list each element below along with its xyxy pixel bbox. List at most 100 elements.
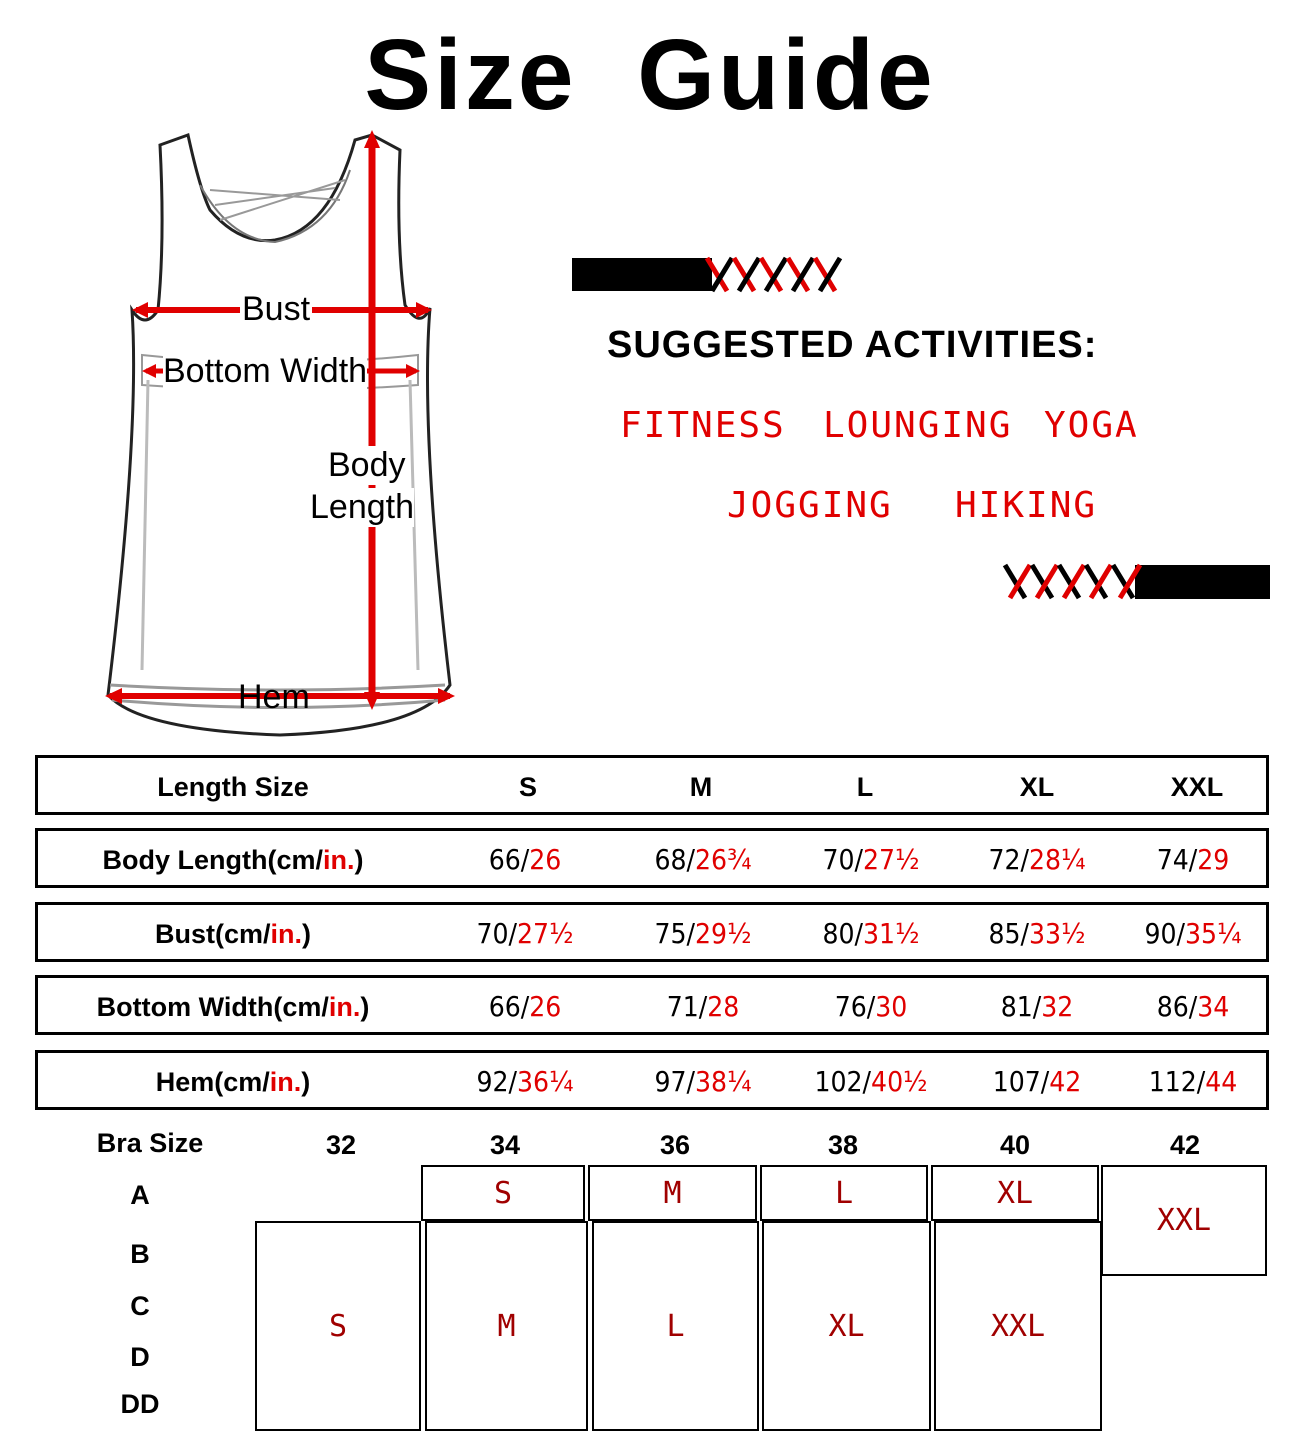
header-size-xxl: XXL bbox=[1170, 772, 1224, 802]
cm-value: 75/ bbox=[654, 917, 696, 950]
bra-cup-label: A bbox=[130, 1180, 150, 1210]
header-size-s: S bbox=[518, 772, 537, 802]
size-value: 85/33½ bbox=[957, 905, 1117, 959]
activities-heading: SUGGESTED ACTIVITIES: bbox=[607, 324, 1098, 366]
size-value: 66/26 bbox=[445, 978, 605, 1032]
cup-size-cell: S bbox=[255, 1221, 421, 1431]
inch-value: 34 bbox=[1197, 990, 1230, 1023]
inch-value: 29 bbox=[1197, 843, 1230, 876]
inch-value: 36¼ bbox=[517, 1065, 574, 1098]
size-value: 107/42 bbox=[957, 1053, 1117, 1107]
activity-lounging: LOUNGING bbox=[823, 405, 1013, 446]
inch-value: 32 bbox=[1041, 990, 1074, 1023]
size-value: 72/28¼ bbox=[957, 831, 1117, 885]
hem-label: Hem bbox=[238, 678, 310, 716]
size-value: 75/29½ bbox=[623, 905, 783, 959]
cm-value: 80/ bbox=[822, 917, 864, 950]
bottom-width-label: Bottom Width bbox=[163, 352, 368, 391]
inch-value: 27½ bbox=[863, 843, 920, 876]
a-cup-size-cell: S bbox=[421, 1165, 585, 1221]
cm-value: 74/ bbox=[1156, 843, 1198, 876]
cm-value: 86/ bbox=[1156, 990, 1198, 1023]
cm-value: 72/ bbox=[988, 843, 1030, 876]
activity-fitness: FITNESS bbox=[620, 405, 786, 446]
cm-value: 70/ bbox=[822, 843, 864, 876]
size-table-row: Hem(cm/in.) 92/36¼ 97/38¼ 102/40½ 107/42 112/… bbox=[35, 1050, 1269, 1110]
cm-value: 66/ bbox=[488, 990, 530, 1023]
size-table-row: Body Length(cm/in.) 66/26 68/26¾ 70/27½ 72/2… bbox=[35, 828, 1269, 888]
body-length-label-line1: Body bbox=[328, 446, 406, 485]
inch-value: 42 bbox=[1049, 1065, 1082, 1098]
bra-band-label: 38 bbox=[827, 1130, 859, 1160]
size-value: 81/32 bbox=[957, 978, 1117, 1032]
cm-value: 90/ bbox=[1144, 917, 1186, 950]
size-value: 68/26¾ bbox=[623, 831, 783, 885]
bra-size-label: Bra Size bbox=[96, 1128, 204, 1158]
size-value: 102/40½ bbox=[791, 1053, 951, 1107]
bra-cup-label: D bbox=[130, 1342, 150, 1372]
size-value: 80/31½ bbox=[791, 905, 951, 959]
cm-value: 68/ bbox=[654, 843, 696, 876]
cm-value: 102/ bbox=[814, 1065, 872, 1098]
bra-band-label: 40 bbox=[999, 1130, 1031, 1160]
a-cup-size-cell: M bbox=[588, 1165, 757, 1221]
row-label-close: ) bbox=[302, 919, 311, 949]
size-value: 92/36¼ bbox=[445, 1053, 605, 1107]
row-label-unit: in. bbox=[323, 845, 355, 875]
size-value: 66/26 bbox=[445, 831, 605, 885]
size-value: 70/27½ bbox=[791, 831, 951, 885]
header-label: Length Size bbox=[157, 772, 309, 802]
body-length-label-line2: Length bbox=[310, 488, 414, 527]
size-value: 76/30 bbox=[791, 978, 951, 1032]
size-table-row: Bust(cm/in.) 70/27½ 75/29½ 80/31½ 85/33½ 90/3… bbox=[35, 902, 1269, 962]
bra-band-label: 36 bbox=[659, 1130, 691, 1160]
inch-value: 29½ bbox=[695, 917, 752, 950]
inch-value: 44 bbox=[1205, 1065, 1238, 1098]
activity-yoga: YOGA bbox=[1044, 405, 1139, 446]
cup-size-cell: XL bbox=[762, 1221, 931, 1431]
inch-value: 35¼ bbox=[1185, 917, 1242, 950]
row-label-text: Hem(cm/ bbox=[155, 1067, 270, 1097]
inch-value: 28 bbox=[707, 990, 740, 1023]
header-size-m: M bbox=[689, 772, 713, 802]
cm-value: 76/ bbox=[834, 990, 876, 1023]
cm-value: 85/ bbox=[988, 917, 1030, 950]
header-size-xl: XL bbox=[1019, 772, 1055, 802]
row-label: Body Length(cm/in.) bbox=[38, 831, 428, 885]
cup-size-cell: L bbox=[592, 1221, 759, 1431]
inch-value: 26 bbox=[529, 990, 562, 1023]
row-label-text: Body Length(cm/ bbox=[102, 845, 324, 875]
inch-value: 26¾ bbox=[695, 843, 752, 876]
cm-value: 66/ bbox=[488, 843, 530, 876]
inch-value: 28¼ bbox=[1029, 843, 1086, 876]
cup-size-cell: M bbox=[425, 1221, 588, 1431]
decorative-stripe-top bbox=[572, 256, 843, 293]
bra-band-label: 32 bbox=[325, 1130, 357, 1160]
row-label: Bust(cm/in.) bbox=[38, 905, 428, 959]
inch-value: 38¼ bbox=[695, 1065, 752, 1098]
row-label-unit: in. bbox=[328, 992, 361, 1022]
bra-cup-label: C bbox=[130, 1291, 150, 1321]
inch-value: 26 bbox=[529, 843, 562, 876]
inch-value: 33½ bbox=[1029, 917, 1086, 950]
size-value: 71/28 bbox=[623, 978, 783, 1032]
row-label-close: ) bbox=[354, 845, 364, 875]
cm-value: 112/ bbox=[1148, 1065, 1206, 1098]
bra-cup-label: B bbox=[130, 1239, 150, 1269]
tank-top-diagram bbox=[105, 130, 455, 737]
a-cup-size-cell: L bbox=[760, 1165, 928, 1221]
row-label: Bottom Width(cm/in.) bbox=[38, 978, 428, 1032]
xxl-42-cell: XXL bbox=[1101, 1165, 1267, 1276]
activity-hiking: HIKING bbox=[955, 485, 1098, 526]
size-value: 90/35¼ bbox=[1113, 905, 1273, 959]
cm-value: 107/ bbox=[992, 1065, 1050, 1098]
cm-value: 92/ bbox=[476, 1065, 518, 1098]
cm-value: 81/ bbox=[1000, 990, 1042, 1023]
page-title: Size Guide bbox=[364, 19, 936, 131]
size-value: 70/27½ bbox=[445, 905, 605, 959]
row-label-text: Bottom Width(cm/ bbox=[96, 992, 329, 1022]
inch-value: 30 bbox=[875, 990, 908, 1023]
activity-jogging: JOGGING bbox=[727, 485, 893, 526]
size-table-row: Bottom Width(cm/in.) 66/26 71/28 76/30 81/32… bbox=[35, 975, 1269, 1035]
